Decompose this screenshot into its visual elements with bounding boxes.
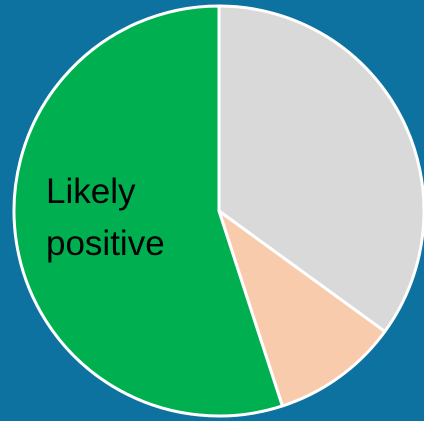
slice-label: Likely positive: [46, 172, 165, 263]
pie-slice: [12, 4, 284, 418]
pie-slice: [217, 4, 424, 333]
pie-slice: [217, 209, 387, 408]
